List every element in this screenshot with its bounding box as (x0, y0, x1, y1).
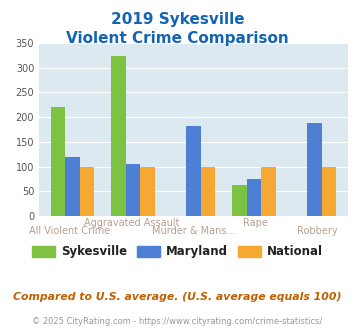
Legend: Sykesville, Maryland, National: Sykesville, Maryland, National (27, 241, 328, 263)
Text: Rape: Rape (243, 218, 268, 228)
Text: Violent Crime Comparison: Violent Crime Comparison (66, 31, 289, 46)
Bar (307, 123, 322, 216)
Text: Compared to U.S. average. (U.S. average equals 100): Compared to U.S. average. (U.S. average … (13, 292, 342, 302)
Bar (65, 157, 80, 216)
Bar (322, 167, 337, 216)
Text: Murder & Mans...: Murder & Mans... (152, 226, 235, 236)
Bar (111, 56, 126, 216)
Text: © 2025 CityRating.com - https://www.cityrating.com/crime-statistics/: © 2025 CityRating.com - https://www.city… (32, 317, 323, 326)
Bar (201, 167, 215, 216)
Bar (126, 164, 140, 216)
Text: 2019 Sykesville: 2019 Sykesville (111, 12, 244, 26)
Text: Aggravated Assault: Aggravated Assault (84, 218, 180, 228)
Bar (186, 126, 201, 216)
Text: All Violent Crime: All Violent Crime (29, 226, 110, 236)
Bar (232, 185, 247, 216)
Bar (247, 179, 261, 216)
Bar (261, 167, 276, 216)
Bar (50, 107, 65, 216)
Bar (140, 167, 155, 216)
Bar (80, 167, 94, 216)
Text: Robbery: Robbery (297, 226, 337, 236)
